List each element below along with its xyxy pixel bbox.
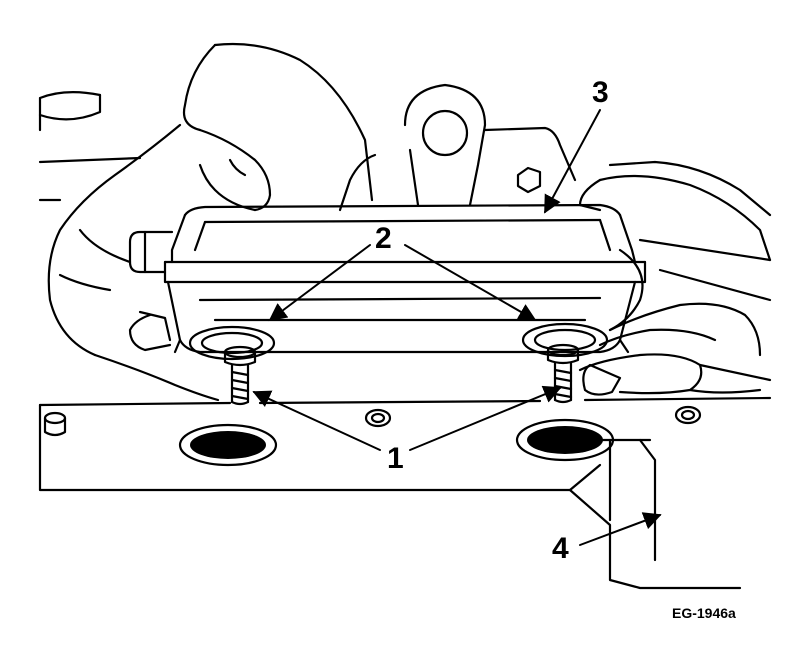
sealing-washers (188, 322, 609, 361)
leader-2-left (268, 244, 371, 322)
leader-1-right (409, 385, 562, 451)
callout-1: 1 (387, 442, 404, 475)
leader-1-left (252, 390, 381, 451)
leader-2-right (404, 244, 537, 321)
left-hand (47, 42, 374, 402)
figure-code: EG-1946a (672, 605, 736, 621)
leader-3 (544, 109, 601, 214)
callout-2: 2 (375, 222, 392, 255)
engine-background (38, 83, 772, 302)
callout-4: 4 (552, 532, 569, 565)
callout-labels: 1 2 3 4 (375, 76, 609, 565)
right-hand (578, 174, 772, 396)
bolts (223, 343, 580, 406)
callout-3: 3 (592, 76, 609, 109)
leader-4 (579, 512, 662, 546)
cylinder-head (38, 396, 772, 590)
seal-left (188, 325, 276, 361)
spark-plug-well-right (515, 418, 615, 462)
spark-plug-well-left (178, 423, 278, 467)
cylinder-head-cover (128, 203, 647, 354)
leader-lines (252, 109, 662, 546)
